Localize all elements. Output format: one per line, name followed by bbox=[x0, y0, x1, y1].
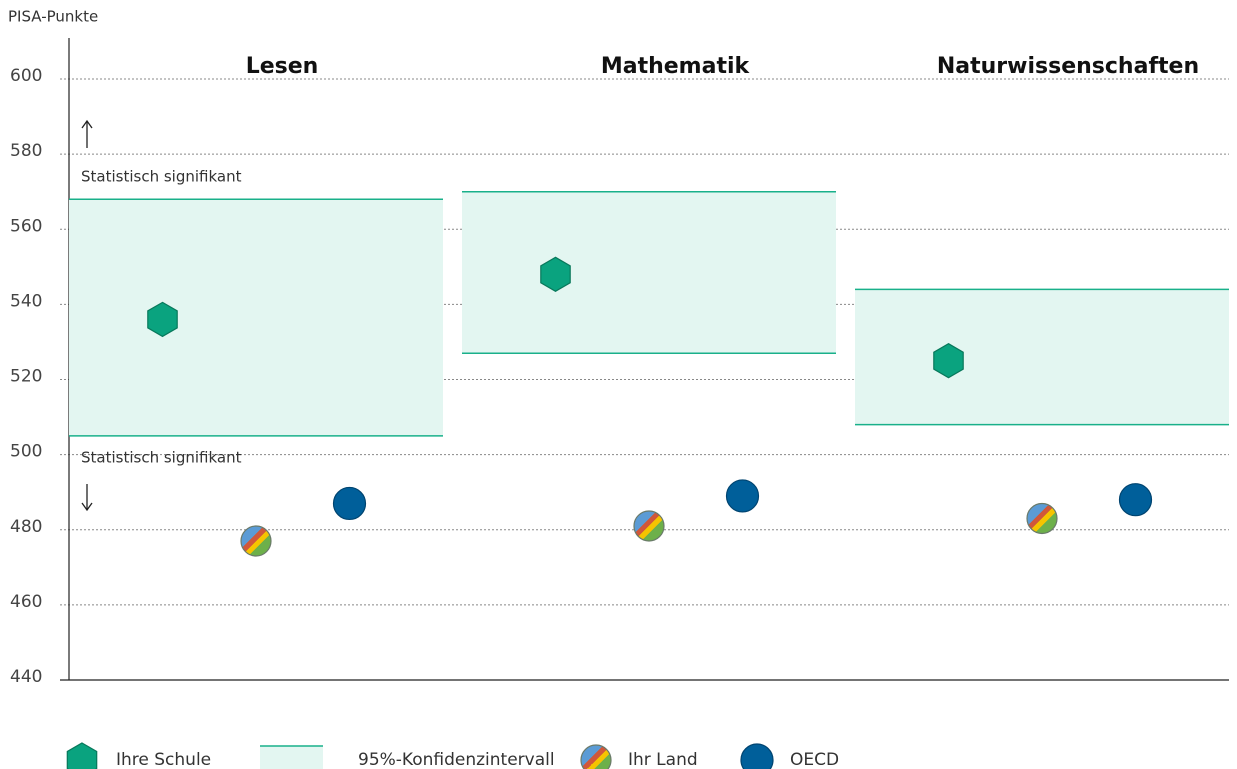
dot bbox=[933, 343, 964, 379]
y-tick-label: 600 bbox=[10, 66, 42, 86]
y-tick-label: 560 bbox=[10, 216, 42, 236]
legend-marker bbox=[66, 742, 98, 769]
confidence-interval bbox=[855, 289, 1229, 425]
panel-title: Mathematik bbox=[601, 54, 751, 79]
dot bbox=[725, 479, 760, 513]
legend-swatch bbox=[260, 746, 323, 769]
dot bbox=[540, 256, 571, 292]
y-tick-label: 440 bbox=[10, 667, 42, 687]
legend-label: Ihr Land bbox=[628, 750, 698, 769]
y-tick-label: 480 bbox=[10, 517, 42, 537]
panel-title: Naturwissenschaften bbox=[937, 54, 1199, 79]
annotation: Statistisch signifikant bbox=[81, 168, 242, 186]
y-tick-label: 500 bbox=[10, 442, 42, 462]
panel-title: Lesen bbox=[246, 54, 319, 79]
legend-marker bbox=[580, 744, 612, 769]
dot bbox=[332, 486, 367, 521]
y-tick-label: 520 bbox=[10, 367, 42, 387]
legend-label: 95%-Konfidenzintervall bbox=[358, 750, 555, 769]
annotation: Statistisch signifikant bbox=[81, 449, 242, 467]
dot bbox=[240, 525, 272, 557]
legend-marker bbox=[740, 743, 774, 769]
dot bbox=[1026, 502, 1058, 535]
confidence-interval bbox=[462, 191, 836, 354]
down-arrow bbox=[81, 484, 93, 512]
y-tick-label: 580 bbox=[10, 141, 42, 161]
confidence-interval bbox=[69, 199, 443, 436]
up-arrow bbox=[81, 119, 93, 148]
y-tick-label: 460 bbox=[10, 592, 42, 612]
dot bbox=[1118, 483, 1153, 517]
legend-label: Ihre Schule bbox=[116, 750, 211, 769]
y-tick-label: 540 bbox=[10, 291, 42, 311]
y-axis-label: PISA-Punkte bbox=[8, 8, 98, 26]
dot bbox=[633, 510, 665, 542]
dot bbox=[147, 301, 178, 338]
legend-label: OECD bbox=[790, 750, 839, 769]
